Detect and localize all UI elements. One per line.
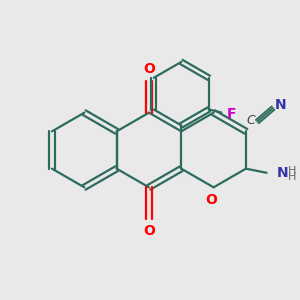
Text: C: C [246,114,255,127]
Text: N: N [277,166,289,180]
Text: O: O [143,224,155,238]
Text: O: O [143,62,155,76]
Text: O: O [205,193,217,207]
Text: H: H [288,166,296,176]
Text: H: H [288,172,296,182]
Text: N: N [274,98,286,112]
Text: F: F [227,107,236,121]
